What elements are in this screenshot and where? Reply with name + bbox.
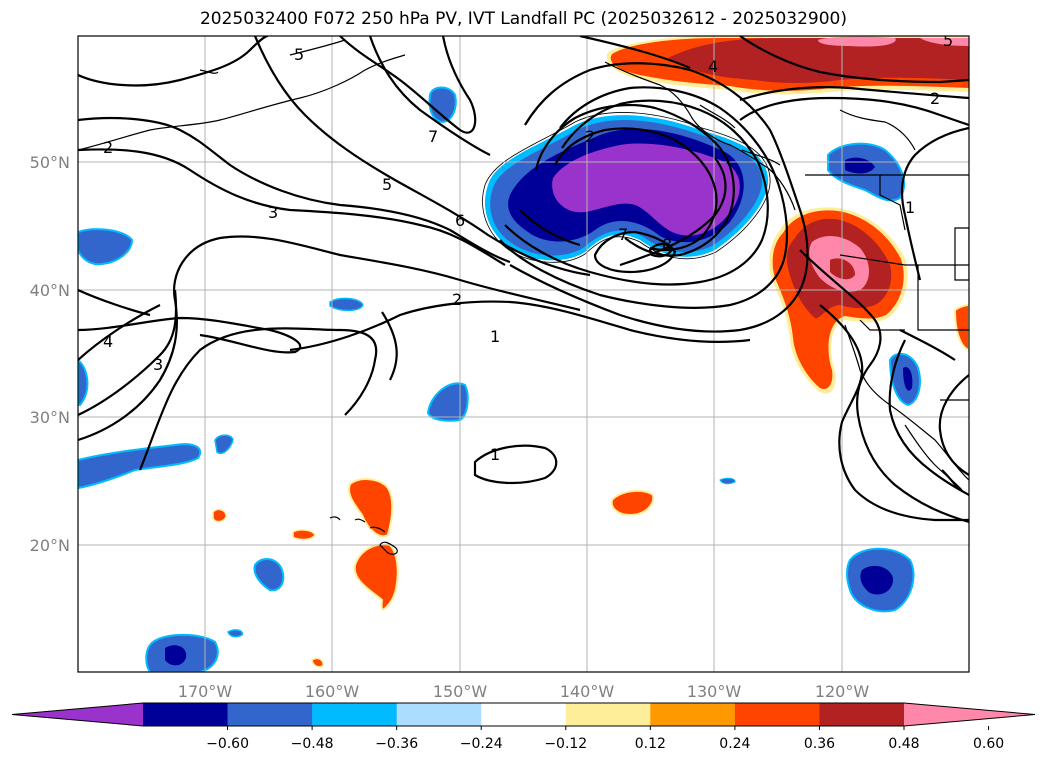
lon-tick-label: 130°W <box>687 682 742 701</box>
colorbar-tick-label: 0.36 <box>804 736 835 752</box>
colorbar-extend-max <box>904 703 1035 726</box>
map-background <box>78 36 969 672</box>
pv-contours <box>78 36 969 524</box>
map-content: 5 2 7 3 5 6 7 8 2 1 4 3 1 4 2 1 2 5 <box>78 31 969 672</box>
lat-tick-labels: 20°N 30°N 40°N 50°N <box>30 153 70 555</box>
lat-tick-label: 50°N <box>30 153 70 172</box>
colorbar-swatch <box>734 703 820 726</box>
colorbar-swatch <box>312 703 398 726</box>
contour-label: 5 <box>943 31 953 50</box>
contour-label: 8 <box>662 235 672 254</box>
map-frame <box>77 35 970 673</box>
contour-label: 2 <box>452 290 462 309</box>
colorbar-swatch <box>481 703 567 726</box>
contour-label: 1 <box>905 198 915 217</box>
lon-tick-label: 140°W <box>560 682 615 701</box>
pv-contour-labels: 5 2 7 3 5 6 7 8 2 1 4 3 1 4 2 1 2 5 <box>103 31 953 464</box>
contour-label: 3 <box>268 203 278 222</box>
contour-label: 7 <box>618 225 628 244</box>
negative-anomaly-small <box>78 86 921 672</box>
colorbar-tick-label: 0.12 <box>635 736 666 752</box>
chart-title: 2025032400 F072 250 hPa PV, IVT Landfall… <box>199 9 847 29</box>
contour-label: 7 <box>428 127 438 146</box>
positive-anomaly-hawaii <box>212 478 655 668</box>
lon-tick-label: 160°W <box>305 682 360 701</box>
contour-label: 2 <box>930 89 940 108</box>
gridlines <box>78 36 969 672</box>
contour-label: 2 <box>585 127 595 146</box>
contour-label: 4 <box>103 332 113 351</box>
lat-tick-label: 40°N <box>30 281 70 300</box>
colorbar-outline <box>11 702 1036 727</box>
contour-label: 1 <box>490 327 500 346</box>
contour-label: 4 <box>708 57 718 76</box>
colorbar: −0.60 −0.48 −0.36 −0.24 −0.12 0.12 0.24 0.36 0.4… <box>11 702 1036 752</box>
contour-label: 2 <box>103 138 113 157</box>
colorbar-swatch <box>819 703 905 726</box>
colorbar-tick-label: −0.36 <box>375 736 418 752</box>
positive-anomaly-northeast <box>606 36 969 95</box>
colorbar-tick-label: −0.12 <box>544 736 587 752</box>
lon-tick-label: 170°W <box>178 682 233 701</box>
colorbar-swatch <box>396 703 482 726</box>
lon-tick-labels: 170°W 160°W 150°W 140°W 130°W 120°W <box>178 682 870 701</box>
contour-label: 5 <box>294 45 304 64</box>
colorbar-extend-min <box>12 703 143 726</box>
colorbar-tick-label: −0.48 <box>291 736 334 752</box>
contour-label: 5 <box>382 175 392 194</box>
lat-tick-label: 20°N <box>30 536 70 555</box>
contour-label: 6 <box>455 211 465 230</box>
colorbar-swatch <box>565 703 651 726</box>
lon-tick-label: 150°W <box>433 682 488 701</box>
colorbar-tick-label: −0.60 <box>206 736 249 752</box>
lon-tick-label: 120°W <box>815 682 870 701</box>
colorbar-tick-label: −0.24 <box>460 736 503 752</box>
contour-label: 3 <box>153 355 163 374</box>
colorbar-tick-label: 0.48 <box>888 736 919 752</box>
colorbar-tick-label: 0.60 <box>973 736 1004 752</box>
colorbar-swatch <box>650 703 736 726</box>
contour-label: 1 <box>490 445 500 464</box>
colorbar-swatch <box>227 703 313 726</box>
lat-tick-label: 30°N <box>30 408 70 427</box>
colorbar-tick-label: 0.24 <box>719 736 750 752</box>
colorbar-swatch <box>143 703 229 726</box>
